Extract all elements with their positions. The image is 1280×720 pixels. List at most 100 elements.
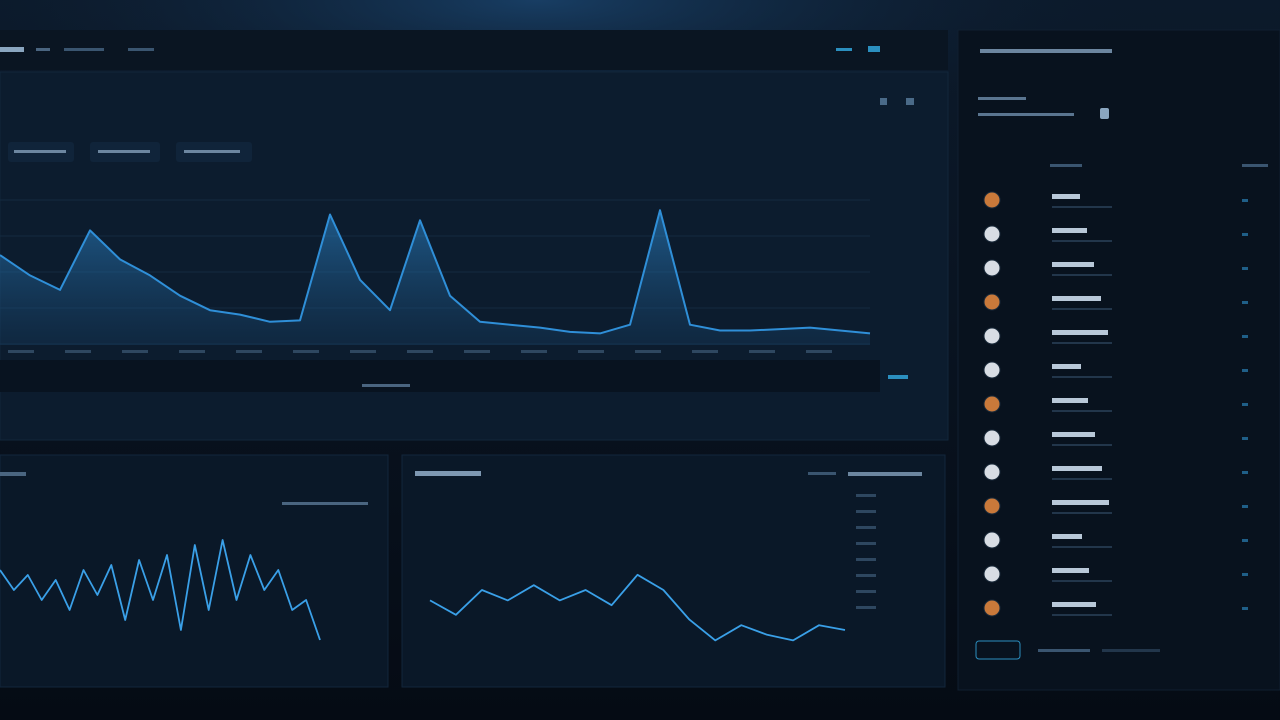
y-tick-label: [856, 558, 876, 561]
y-tick-label: [856, 590, 876, 593]
asset-sub: [1052, 342, 1112, 344]
asset-row[interactable]: [983, 565, 1248, 583]
asset-row[interactable]: [983, 429, 1248, 447]
panel-legend: [282, 502, 368, 505]
side-header: [980, 49, 1112, 53]
pagination[interactable]: [1102, 649, 1160, 652]
asset-row[interactable]: [983, 531, 1248, 549]
column-header[interactable]: [1242, 164, 1268, 167]
asset-name: [1052, 500, 1109, 505]
scrollbar[interactable]: [0, 360, 880, 392]
panel-control[interactable]: [848, 472, 922, 476]
axis-caption: [362, 384, 410, 387]
asset-list: [983, 191, 1248, 617]
panel-title: [0, 472, 26, 476]
side-label: [978, 113, 1074, 116]
y-tick-label: [856, 574, 876, 577]
x-tick-label: [122, 350, 148, 353]
bottom-right-panel: [401, 454, 946, 688]
top-bar: [0, 30, 948, 70]
asset-icon: [983, 395, 1001, 413]
asset-icon: [983, 293, 1001, 311]
asset-name: [1052, 466, 1102, 471]
icon[interactable]: [906, 98, 914, 105]
asset-sub: [1052, 478, 1112, 480]
asset-row[interactable]: [983, 395, 1248, 413]
asset-sub: [1052, 614, 1112, 616]
x-tick-label: [179, 350, 205, 353]
asset-sub: [1052, 206, 1112, 208]
asset-name: [1052, 194, 1080, 199]
line: [0, 539, 321, 641]
y-tick-label: [856, 526, 876, 529]
asset-name: [1052, 432, 1095, 437]
asset-name: [1052, 602, 1096, 607]
icon[interactable]: [1100, 108, 1109, 119]
nav-item[interactable]: [64, 48, 104, 51]
button[interactable]: [975, 640, 1021, 660]
asset-row[interactable]: [983, 225, 1248, 243]
asset-icon: [983, 225, 1001, 243]
panel-title: [415, 471, 481, 476]
asset-sub: [1052, 444, 1112, 446]
x-tick-label: [407, 350, 433, 353]
asset-row[interactable]: [983, 191, 1248, 209]
line: [0, 209, 871, 335]
asset-icon: [983, 429, 1001, 447]
bottom-left-chart: [0, 539, 321, 641]
line: [429, 573, 846, 642]
asset-name: [1052, 296, 1101, 301]
asset-name: [1052, 568, 1089, 573]
asset-row[interactable]: [983, 463, 1248, 481]
column-header[interactable]: [1050, 164, 1082, 167]
y-tick-label: [856, 494, 876, 497]
asset-sub: [1052, 274, 1112, 276]
asset-name: [1052, 534, 1082, 539]
asset-icon: [983, 497, 1001, 515]
asset-change: [1242, 199, 1248, 202]
icon[interactable]: [880, 98, 887, 105]
asset-icon: [983, 463, 1001, 481]
asset-name: [1052, 330, 1108, 335]
pagination[interactable]: [1038, 649, 1090, 652]
asset-sub: [1052, 546, 1112, 548]
asset-icon: [983, 259, 1001, 277]
asset-row[interactable]: [983, 293, 1248, 311]
nav-item[interactable]: [36, 48, 50, 51]
nav-item[interactable]: [128, 48, 154, 51]
asset-row[interactable]: [983, 327, 1248, 345]
asset-icon: [983, 599, 1001, 617]
x-tick-label: [692, 350, 718, 353]
x-tick-label: [65, 350, 91, 353]
tab-label: [184, 150, 240, 153]
tab-label: [98, 150, 150, 153]
asset-change: [1242, 437, 1248, 440]
asset-row[interactable]: [983, 259, 1248, 277]
panel-control[interactable]: [808, 472, 836, 475]
icon[interactable]: [868, 46, 880, 52]
x-tick-label: [350, 350, 376, 353]
asset-row[interactable]: [983, 361, 1248, 379]
asset-icon: [983, 531, 1001, 549]
asset-row[interactable]: [983, 497, 1248, 515]
asset-name: [1052, 398, 1088, 403]
asset-change: [1242, 301, 1248, 304]
asset-icon: [983, 191, 1001, 209]
y-tick-label: [856, 606, 876, 609]
asset-change: [1242, 573, 1248, 576]
y-tick-label: [856, 542, 876, 545]
logo: [0, 47, 24, 52]
asset-name: [1052, 228, 1087, 233]
link[interactable]: [888, 375, 908, 379]
asset-name: [1052, 364, 1081, 369]
asset-change: [1242, 369, 1248, 372]
asset-row[interactable]: [983, 599, 1248, 617]
asset-sub: [1052, 410, 1112, 412]
main-chart: [0, 209, 871, 345]
asset-change: [1242, 539, 1248, 542]
asset-change: [1242, 233, 1248, 236]
asset-change: [1242, 403, 1248, 406]
area-fill: [0, 210, 870, 345]
